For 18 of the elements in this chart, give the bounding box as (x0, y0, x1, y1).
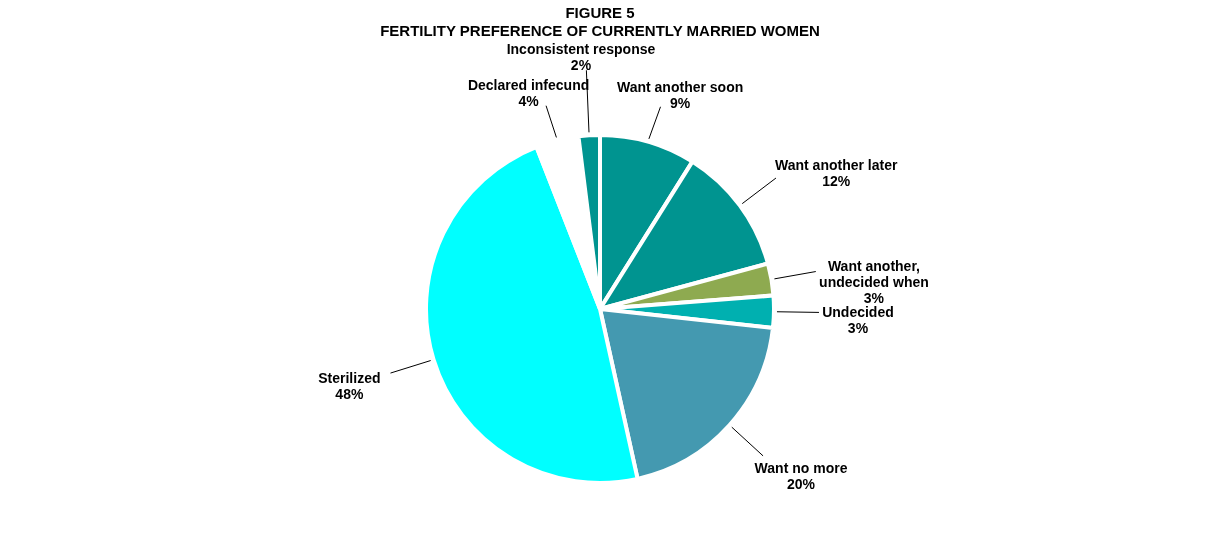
slice-label: Want another later (775, 157, 898, 174)
slice-label: Sterilized (318, 369, 381, 386)
data-label: 20% (787, 476, 816, 493)
data-label: 4% (518, 93, 540, 110)
data-label: 3% (863, 289, 885, 306)
slice-label: Inconsistent response (506, 41, 656, 58)
data-label: 3% (847, 319, 869, 336)
slice-label: Declared infecund (467, 77, 590, 94)
data-label: 12% (822, 173, 851, 190)
data-label: 2% (570, 57, 592, 74)
data-label: 48% (335, 385, 364, 402)
data-label: 9% (670, 94, 691, 111)
slice-label: Undecided (822, 303, 894, 320)
slice-label: Want another, undecided when (819, 257, 929, 290)
chart-subtitle: FERTILITY PREFERENCE OF CURRENTLY MARRIED WOMEN (380, 22, 820, 40)
slice-label: Want no more (754, 460, 848, 477)
chart-title: FIGURE 5 (565, 4, 635, 22)
slice-label: Want another soon (616, 78, 744, 95)
